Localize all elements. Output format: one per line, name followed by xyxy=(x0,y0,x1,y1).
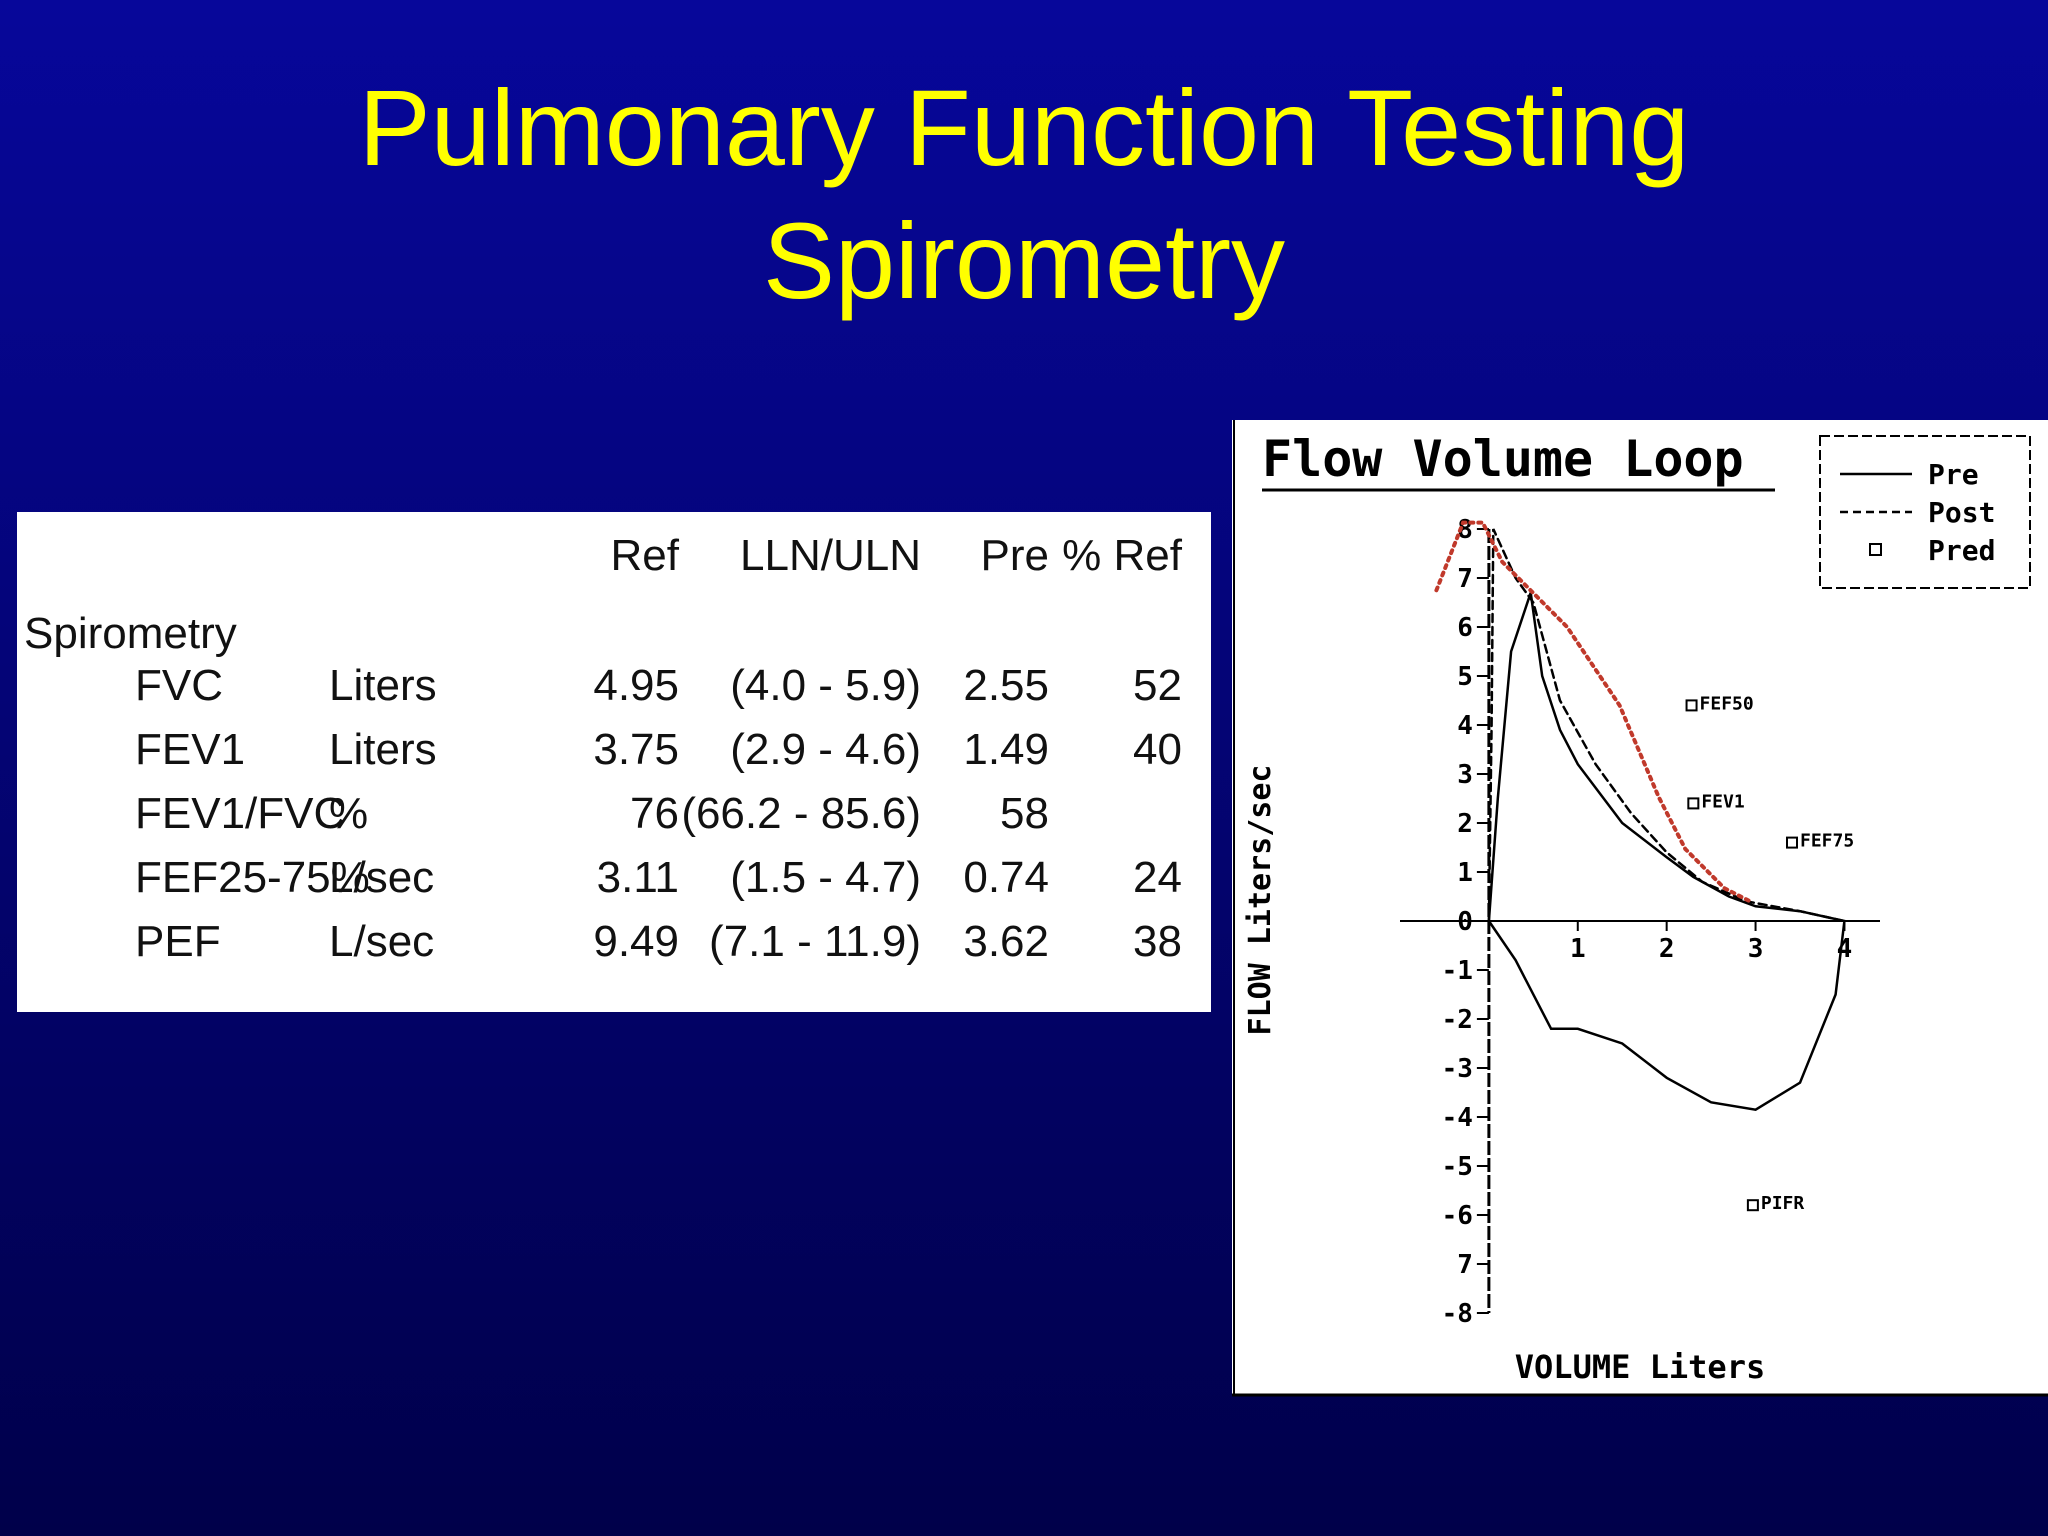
x-tick-label: 3 xyxy=(1748,934,1764,964)
table-cell: Liters xyxy=(329,661,437,710)
y-tick-label: -2 xyxy=(1442,1005,1473,1035)
slide-subtitle: Spirometry xyxy=(763,200,1285,321)
table-cell: 0.74 xyxy=(963,853,1049,902)
y-tick-label: 0 xyxy=(1457,907,1473,937)
y-tick-label: 2 xyxy=(1457,809,1473,839)
table-cell: 52 xyxy=(1133,661,1182,710)
column-header: LLN/ULN xyxy=(740,531,921,580)
y-tick-label: 4 xyxy=(1457,711,1473,741)
table-cell: (1.5 - 4.7) xyxy=(730,853,921,902)
chart: Flow Volume Loop FLOW Liters/sec VOLUME Li… xyxy=(1243,430,2031,1386)
y-tick-label: 1 xyxy=(1457,858,1473,888)
table-cell: 3.62 xyxy=(963,917,1049,966)
y-tick-label: -5 xyxy=(1442,1152,1473,1182)
legend-box xyxy=(1819,435,2031,589)
annotation: PIFR xyxy=(1761,1193,1805,1214)
table-cell: FEV1/FVC xyxy=(135,789,345,838)
table-cell: L/sec xyxy=(329,853,434,902)
x-axis-label: VOLUME Liters xyxy=(1515,1348,1765,1386)
table-cell: 4.95 xyxy=(593,661,679,710)
table-cell: FVC xyxy=(135,661,223,710)
table-panel xyxy=(17,512,1211,1012)
table-cell: (4.0 - 5.9) xyxy=(730,661,921,710)
y-tick-label: 7 xyxy=(1457,1250,1473,1280)
column-header: % Ref xyxy=(1062,531,1183,580)
table-cell: (66.2 - 85.6) xyxy=(681,789,921,838)
legend-label: Pred xyxy=(1928,534,1995,567)
legend-swatch xyxy=(1869,543,1882,556)
y-tick-label: -4 xyxy=(1442,1103,1473,1133)
pred-marker xyxy=(1786,836,1798,849)
table-cell: L/sec xyxy=(329,917,434,966)
chart-title: Flow Volume Loop xyxy=(1262,430,1744,488)
table-cell: FEV1 xyxy=(135,725,245,774)
y-tick-label: 3 xyxy=(1457,760,1473,790)
pred-marker xyxy=(1685,699,1698,712)
y-axis-label: FLOW Liters/sec xyxy=(1243,765,1278,1036)
section-label: Spirometry xyxy=(24,609,237,658)
y-tick-label: -8 xyxy=(1442,1299,1473,1329)
table-cell: 1.49 xyxy=(963,725,1049,774)
table-cell: 38 xyxy=(1133,917,1182,966)
table-cell: 3.11 xyxy=(597,853,679,902)
table-cell: 76 xyxy=(630,789,679,838)
table-cell: 24 xyxy=(1133,853,1182,902)
y-tick-label: -1 xyxy=(1442,956,1473,986)
column-header: Pre xyxy=(981,531,1049,580)
table-cell: % xyxy=(329,789,368,838)
legend: Pre Post Pred xyxy=(1819,435,2031,589)
series-line xyxy=(1487,592,1846,1112)
slide-title: Pulmonary Function Testing xyxy=(359,67,1690,188)
y-tick-label: 6 xyxy=(1457,613,1473,643)
column-header: Ref xyxy=(611,531,680,580)
x-tick-label: 1 xyxy=(1570,934,1586,964)
table-cell: PEF xyxy=(135,917,221,966)
table-cell: 9.49 xyxy=(593,917,679,966)
annotation: FEF50 xyxy=(1700,693,1754,714)
table-cell: (2.9 - 4.6) xyxy=(730,725,921,774)
y-tick-label: -3 xyxy=(1442,1054,1473,1084)
pred-marker xyxy=(1746,1199,1759,1212)
y-tick-label: 7 xyxy=(1457,564,1473,594)
table-cell: 40 xyxy=(1133,725,1182,774)
y-tick-label: 5 xyxy=(1457,662,1473,692)
pred-marker xyxy=(1687,797,1700,810)
x-tick-label: 2 xyxy=(1659,934,1675,964)
table-cell: Liters xyxy=(329,725,437,774)
annotation: FEV1 xyxy=(1701,791,1744,812)
table-cell: 58 xyxy=(1000,789,1049,838)
table-cell: FEF25-75% xyxy=(135,853,370,902)
annotation: FEF75 xyxy=(1800,831,1854,852)
y-tick-label: -6 xyxy=(1442,1201,1473,1231)
legend-label: Pre xyxy=(1928,458,1979,491)
overlay-line xyxy=(1434,520,1753,904)
legend-label: Post xyxy=(1928,496,1995,529)
table-cell: (7.1 - 11.9) xyxy=(709,917,921,966)
table-cell: 2.55 xyxy=(963,661,1049,710)
table-cell: 3.75 xyxy=(593,725,679,774)
